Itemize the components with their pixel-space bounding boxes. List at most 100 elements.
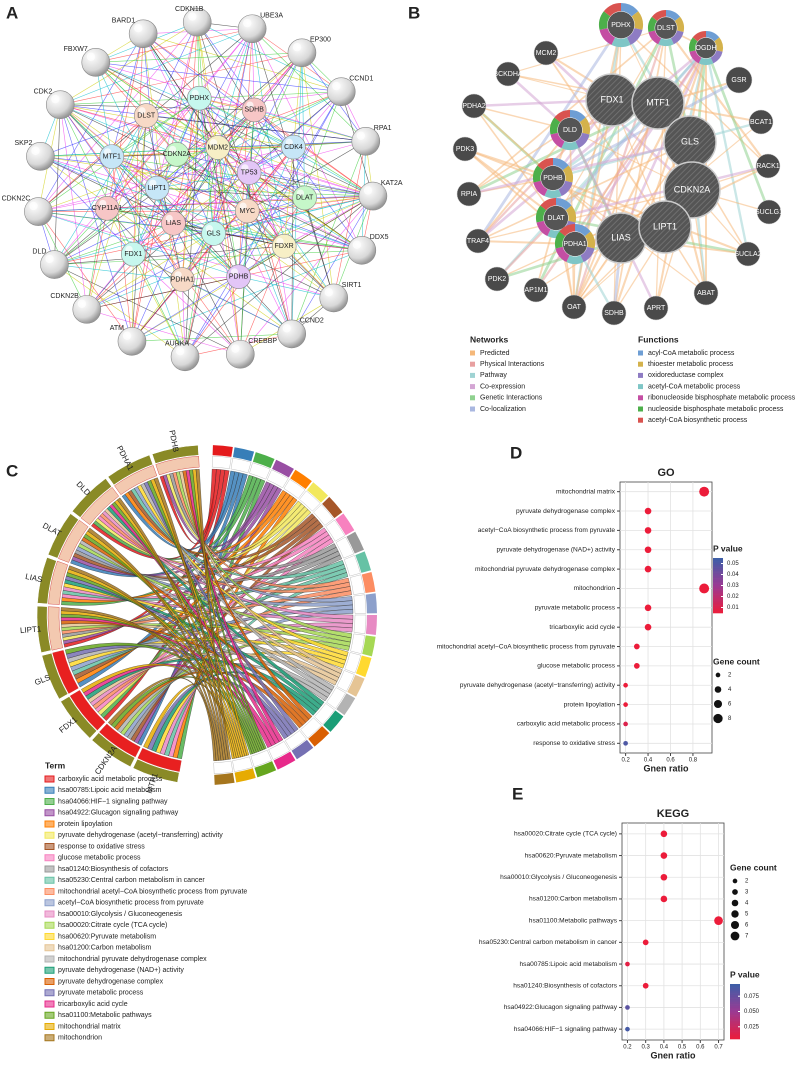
legend-label: hsa01100:Metabolic pathways	[58, 1012, 152, 1019]
edge	[38, 115, 147, 212]
edge	[60, 52, 303, 106]
edge	[248, 52, 303, 173]
node-core	[562, 231, 588, 257]
node-label: CDKN1B	[175, 6, 204, 13]
node-label: DLST	[657, 25, 676, 32]
node-label: GLS	[681, 136, 699, 146]
term-arc	[254, 761, 277, 778]
term-inner	[335, 536, 355, 559]
node	[461, 93, 487, 119]
edge	[38, 33, 144, 212]
legend-title: Gene count	[730, 862, 777, 872]
node-label: RACK1	[756, 163, 779, 170]
edge	[106, 154, 177, 209]
colorbar-cell	[713, 585, 723, 588]
legend-label: Physical Interactions	[480, 361, 545, 368]
gene-arc	[60, 696, 98, 739]
node-label: GLS	[207, 230, 221, 237]
ribbon	[153, 477, 229, 760]
dot	[623, 702, 628, 707]
edge	[251, 28, 363, 251]
term-arc	[365, 615, 377, 635]
legend-label: hsa01240:Biosynthesis of cofactors	[58, 866, 169, 873]
edge	[60, 104, 294, 148]
node	[748, 109, 774, 135]
colorbar-cell	[730, 1007, 740, 1010]
edge	[86, 309, 241, 355]
edge	[111, 140, 366, 157]
edge	[54, 245, 285, 265]
x-tick-label: 0.5	[678, 1045, 687, 1051]
edge	[54, 115, 147, 265]
y-tick-label: mitochondrion	[574, 585, 616, 592]
colorbar-label: 0.01	[727, 605, 739, 611]
gene-label: GLS	[33, 673, 51, 687]
edge	[40, 147, 218, 157]
legend-swatch	[44, 1034, 55, 1042]
legend-swatch	[44, 899, 55, 907]
panel-label: A	[6, 3, 18, 22]
node-label: DLD	[563, 127, 577, 134]
dot	[699, 583, 710, 594]
term-arc	[291, 739, 314, 760]
edge	[239, 109, 255, 355]
term-arc	[362, 635, 376, 657]
node-shine	[356, 131, 366, 140]
dot	[660, 852, 668, 859]
edge	[655, 27, 667, 309]
edge	[284, 195, 374, 247]
node-shine	[292, 42, 302, 52]
term-inner	[283, 478, 306, 499]
edge	[95, 62, 366, 142]
y-tick-label: protein lipoylation	[564, 701, 616, 708]
edge	[95, 62, 374, 197]
dot	[644, 507, 652, 515]
legend-swatch	[44, 876, 55, 884]
legend-label: Predicted	[480, 350, 510, 357]
node-label: MCM2	[536, 50, 557, 57]
legend-label: pyruvate dehydrogenase complex	[58, 978, 164, 985]
legend-title: Term	[45, 760, 66, 770]
legend-label: hsa00785:Lipoic acid metabolism	[58, 787, 162, 794]
edge	[111, 97, 200, 157]
ribbon	[63, 582, 348, 661]
colorbar-cell	[730, 995, 740, 998]
node-label: PDHX	[611, 22, 631, 29]
edge	[213, 28, 253, 234]
colorbar-cell	[713, 563, 723, 566]
legend-label: mitochondrial pyruvate dehydrogenase com…	[58, 956, 207, 963]
node-label: UBE3A	[260, 13, 283, 20]
gene-arc	[132, 758, 180, 783]
term-arc	[232, 447, 255, 462]
node-shine	[165, 214, 173, 223]
edge	[213, 147, 219, 234]
edge	[704, 47, 750, 255]
node-shine	[230, 268, 239, 276]
dot	[644, 623, 652, 631]
edge	[555, 164, 769, 220]
edge	[283, 91, 342, 247]
edge	[86, 197, 305, 310]
colorbar-cell	[730, 989, 740, 992]
legend-label: Co-localization	[480, 406, 526, 413]
colorbar-cell	[730, 991, 740, 994]
colorbar-cell	[713, 605, 723, 608]
size-label: 2	[745, 879, 749, 885]
edge	[199, 97, 366, 142]
y-tick-label: tricarboxylic acid cycle	[549, 624, 615, 631]
colorbar-cell	[730, 993, 740, 996]
edge	[573, 99, 613, 308]
edge	[240, 195, 374, 355]
edge	[173, 52, 303, 224]
chart-title: KEGG	[657, 808, 689, 820]
legend-swatch	[44, 775, 55, 783]
edge	[60, 104, 218, 148]
ribbon	[179, 470, 343, 674]
gene-inner	[155, 456, 200, 476]
edge	[131, 250, 362, 342]
colorbar-cell	[713, 570, 723, 573]
y-tick-label: pyruvate dehydrogenase (acetyl−transferr…	[460, 682, 616, 689]
edge	[106, 28, 253, 209]
edge	[111, 156, 183, 280]
edge	[156, 172, 250, 189]
